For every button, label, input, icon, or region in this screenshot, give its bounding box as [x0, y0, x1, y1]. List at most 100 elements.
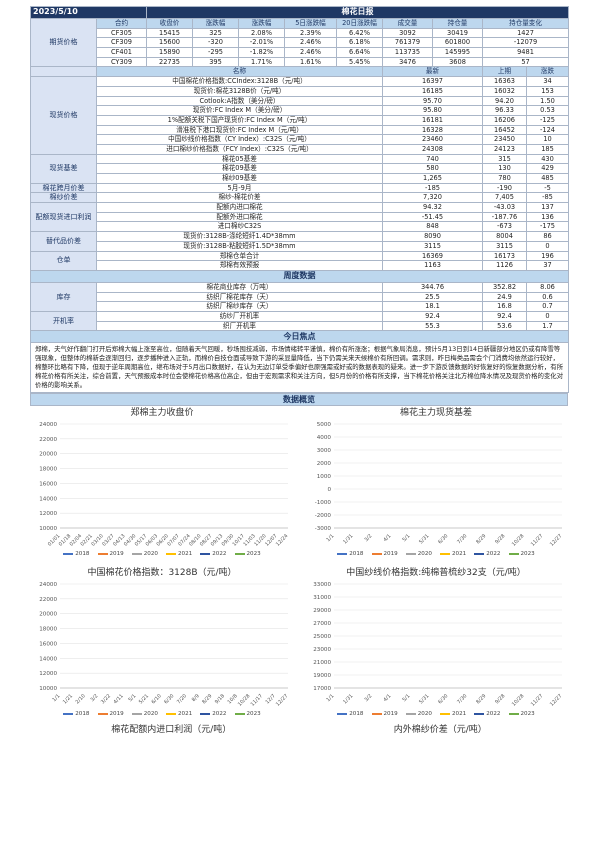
futures-value: 325	[192, 27, 239, 39]
legend-swatch	[200, 713, 211, 715]
y-tick-label: 4000	[317, 435, 332, 441]
line-chart: 中国棉花价格指数：3128B（元/吨） 10000 12000 14000 16000 1…	[30, 566, 294, 718]
indicator-latest: 16397	[382, 76, 483, 87]
futures-value: -12079	[481, 37, 570, 49]
indicator-prev: -187.76	[482, 211, 527, 223]
spot-row: 棉花09基差 580 130 429	[31, 163, 570, 174]
group-label: 现货基差	[30, 153, 97, 184]
indicator-latest: 1,265	[382, 173, 483, 184]
indicator-latest: -185	[382, 182, 483, 194]
x-tick-label: 11/27	[530, 533, 544, 547]
legend-item: 2022	[474, 711, 501, 718]
x-tick-label: 1/31	[342, 533, 354, 545]
group-label: 棉纱价差	[30, 192, 97, 204]
indicator-change: 1.50	[525, 95, 570, 107]
legend-item: 2019	[97, 551, 124, 557]
legend-swatch	[234, 553, 245, 555]
legend-item: 2022	[200, 551, 227, 558]
indicator-latest: 92.4	[382, 310, 483, 322]
charts-section-title: 数据概览	[30, 393, 568, 407]
indicator-name: 配额外进口棉花	[96, 211, 383, 223]
legend-swatch	[63, 713, 74, 715]
chart-title: 棉花配额内进口利润（元/吨）	[111, 725, 232, 736]
legend-swatch	[97, 553, 108, 555]
indicator-change: 430	[525, 153, 570, 165]
futures-value: 1427	[481, 27, 570, 39]
indicator-prev: 24123	[482, 143, 527, 155]
contract-name: CF305	[96, 27, 147, 39]
x-tick-label: 12/27	[549, 533, 563, 547]
legend-label: 2019	[109, 711, 124, 718]
indicator-latest: 16369	[382, 250, 483, 262]
spot-header-row: 名称 最新 上期 涨跌	[30, 66, 570, 78]
line-chart: 郑棉主力收盘价 10000 12000 14000 16000 18000 20000 220…	[30, 406, 294, 558]
legend-item: 2023	[234, 711, 261, 717]
indicator-latest: 16328	[382, 124, 483, 136]
y-tick-label: -3000	[315, 526, 332, 532]
legend-item: 2022	[474, 551, 501, 558]
group-label: 仓单	[30, 250, 97, 271]
x-tick-label: 2/10	[75, 693, 87, 705]
legend-label: 2022	[486, 551, 501, 558]
futures-value: 15600	[146, 37, 193, 49]
x-tick-label: 10/28	[237, 693, 251, 707]
legend-swatch	[474, 553, 485, 555]
y-tick-label: 2000	[317, 461, 332, 467]
indicator-change: -5	[525, 182, 570, 194]
chart-title: 内外棉纱价差（元/吨）	[393, 725, 487, 736]
futures-row: CF309 15600 -320 -2.01% 2.46% 6.18% 761379 6018…	[31, 37, 570, 49]
y-tick-label: 20000	[39, 612, 57, 618]
indicator-name: 进口棉纱C32S	[96, 221, 383, 233]
spot-header-blank	[30, 66, 97, 78]
y-tick-label: 17000	[313, 686, 331, 692]
legend-swatch	[234, 713, 245, 715]
futures-value: 6.64%	[336, 47, 383, 58]
indicator-prev: 94.20	[482, 95, 527, 107]
chart-plot: 10000 12000 14000 16000 18000 20000 22000 24000…	[39, 582, 289, 708]
indicator-name: Cotlook:A指数（美分/磅）	[96, 95, 383, 107]
legend-label: 2020	[417, 711, 432, 718]
spot-row: 现货基差 棉花05基差 740 315 430	[30, 153, 570, 184]
y-tick-label: 20000	[39, 452, 57, 458]
indicator-latest: 95.70	[382, 95, 483, 107]
indicator-prev: 3115	[482, 240, 527, 252]
legend-item: 2021	[440, 711, 466, 717]
chart-title: 棉花主力现货基差	[399, 408, 472, 419]
spot-row: 开机率 纺纱厂开机率 92.4 92.4 0	[30, 310, 570, 332]
chart-legend: 2018 2019 2020 2021 2022 2023	[30, 550, 294, 558]
indicator-change: 196	[525, 250, 570, 262]
x-tick-label: 8/29	[475, 533, 487, 545]
indicator-prev: 780	[482, 173, 527, 184]
legend-swatch	[166, 553, 176, 555]
futures-value: 15890	[146, 47, 193, 58]
x-tick-label: 4/11	[113, 693, 125, 705]
x-tick-label: 1/31	[342, 693, 354, 705]
indicator-latest: 8090	[382, 231, 483, 242]
y-tick-label: -2000	[315, 513, 332, 519]
spot-row: 棉纱价差 棉纱-棉花价差 7,320 7,405 -85	[30, 192, 570, 204]
x-tick-label: 6/30	[437, 533, 449, 545]
legend-label: 2022	[212, 551, 227, 558]
indicator-change: 37	[525, 260, 570, 271]
legend-label: 2022	[486, 711, 501, 718]
futures-value: 1.71%	[238, 56, 285, 68]
chart-legend: 2018 2019 2020 2021 2022 2023	[30, 710, 294, 718]
chart-plot: -3000 -2000 -1000 0 1000 2000 3000 4000 5000 1/1 1…	[315, 422, 564, 548]
legend-item: 2023	[234, 551, 261, 557]
futures-value: 113735	[382, 47, 433, 58]
x-tick-label: 1/1	[51, 693, 61, 703]
indicator-change: 136	[525, 211, 570, 223]
x-tick-label: 5/1	[401, 533, 411, 543]
indicator-name: 现货价:FC Index M（美分/磅）	[96, 105, 383, 116]
chart-title: 郑棉主力收盘价	[130, 408, 194, 419]
spot-column-latest: 最新	[382, 66, 483, 78]
indicator-prev: 130	[482, 163, 527, 174]
futures-value: 22735	[146, 56, 193, 68]
futures-value: 3608	[432, 56, 483, 68]
indicator-change: -175	[525, 221, 570, 233]
x-tick-label: 8/9	[191, 693, 201, 703]
focus-text: 郑棉，夫气好作翻门打开后郑棉大幅上涨至高位，但随着天气回暖，秒场囤技减弱，市场情…	[29, 342, 570, 394]
indicator-latest: 24308	[382, 143, 483, 155]
indicator-prev: 16452	[482, 124, 527, 136]
spot-row: 进口棉纱C32S 848 -673 -175	[31, 221, 570, 233]
